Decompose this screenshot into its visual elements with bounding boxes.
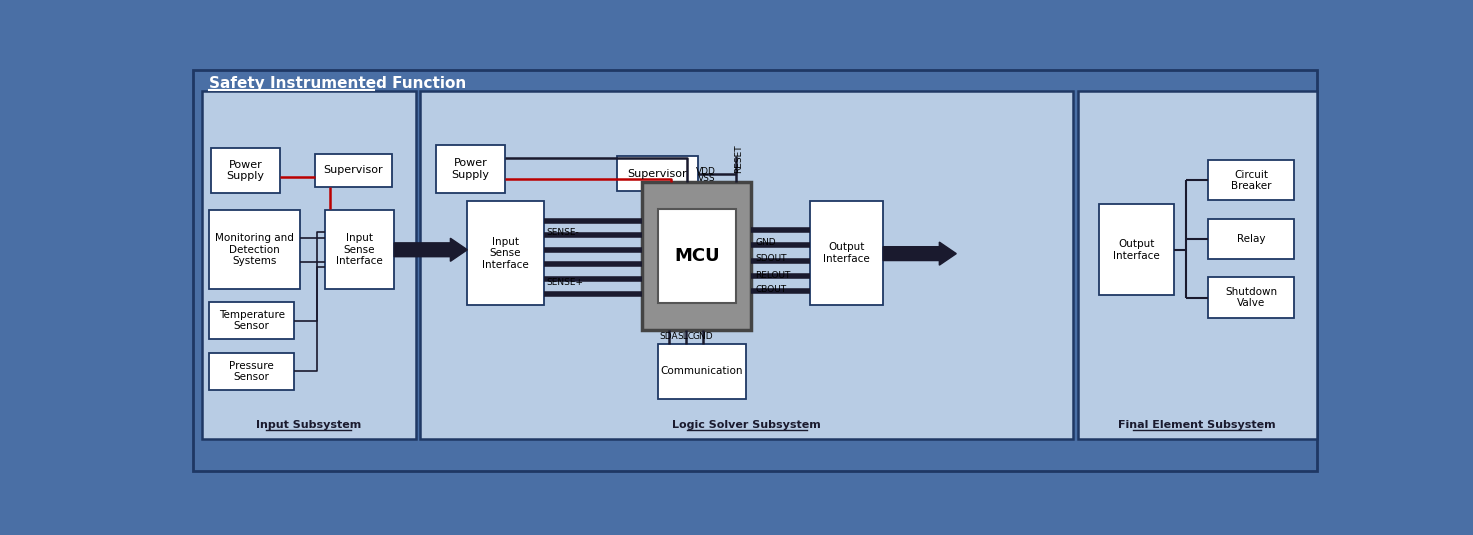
Text: SENSE+: SENSE+ xyxy=(546,278,583,287)
Text: Final Element Subsystem: Final Element Subsystem xyxy=(1118,419,1276,430)
Text: VSS: VSS xyxy=(698,174,716,184)
Bar xyxy=(209,302,295,339)
Text: Supervisor: Supervisor xyxy=(627,169,688,179)
Text: Safety Instrumented Function: Safety Instrumented Function xyxy=(209,76,467,91)
Bar xyxy=(315,154,392,187)
Text: Temperature
Sensor: Temperature Sensor xyxy=(218,310,284,331)
Bar xyxy=(467,201,544,305)
Bar xyxy=(202,91,415,439)
Bar xyxy=(1208,278,1295,318)
Text: Input
Sense
Interface: Input Sense Interface xyxy=(482,236,529,270)
Bar xyxy=(1078,91,1317,439)
Bar xyxy=(657,209,736,303)
Text: GND: GND xyxy=(692,332,713,341)
Bar xyxy=(209,210,300,289)
Bar xyxy=(436,145,505,193)
Text: Shutdown
Valve: Shutdown Valve xyxy=(1226,287,1277,308)
Text: GND: GND xyxy=(756,238,776,247)
Text: Pressure
Sensor: Pressure Sensor xyxy=(230,361,274,382)
Bar xyxy=(1208,160,1295,201)
Bar xyxy=(1208,219,1295,259)
Text: RESET: RESET xyxy=(734,144,742,173)
Text: Relay: Relay xyxy=(1237,234,1265,244)
Bar xyxy=(657,343,745,399)
FancyArrow shape xyxy=(884,242,956,265)
Text: Communication: Communication xyxy=(660,366,742,377)
Text: CBOUT: CBOUT xyxy=(756,285,787,294)
Text: MCU: MCU xyxy=(675,247,720,265)
Bar xyxy=(810,201,884,305)
Text: VDD: VDD xyxy=(697,167,716,177)
Text: Output
Interface: Output Interface xyxy=(823,242,871,264)
Text: Monitoring and
Detection
Systems: Monitoring and Detection Systems xyxy=(215,233,295,266)
Bar xyxy=(211,148,280,193)
Text: SLC: SLC xyxy=(678,332,694,341)
Text: Input
Sense
Interface: Input Sense Interface xyxy=(336,233,383,266)
Bar xyxy=(1099,204,1174,295)
Text: Logic Solver Subsystem: Logic Solver Subsystem xyxy=(673,419,822,430)
Text: Output
Interface: Output Interface xyxy=(1114,239,1159,261)
Text: Power
Supply: Power Supply xyxy=(451,158,489,180)
Text: Circuit
Breaker: Circuit Breaker xyxy=(1231,170,1271,192)
Text: SDA: SDA xyxy=(660,332,679,341)
Text: Supervisor: Supervisor xyxy=(324,165,383,175)
Bar xyxy=(326,210,395,289)
Text: Power
Supply: Power Supply xyxy=(227,159,265,181)
Bar xyxy=(420,91,1074,439)
Bar xyxy=(642,182,751,330)
Bar xyxy=(617,156,698,191)
FancyArrow shape xyxy=(395,238,467,261)
Text: SDOUT: SDOUT xyxy=(756,254,787,263)
Text: RELOUT: RELOUT xyxy=(756,271,791,280)
Bar xyxy=(209,353,295,390)
Text: SENSE-: SENSE- xyxy=(546,228,579,238)
Text: Input Subsystem: Input Subsystem xyxy=(256,419,361,430)
